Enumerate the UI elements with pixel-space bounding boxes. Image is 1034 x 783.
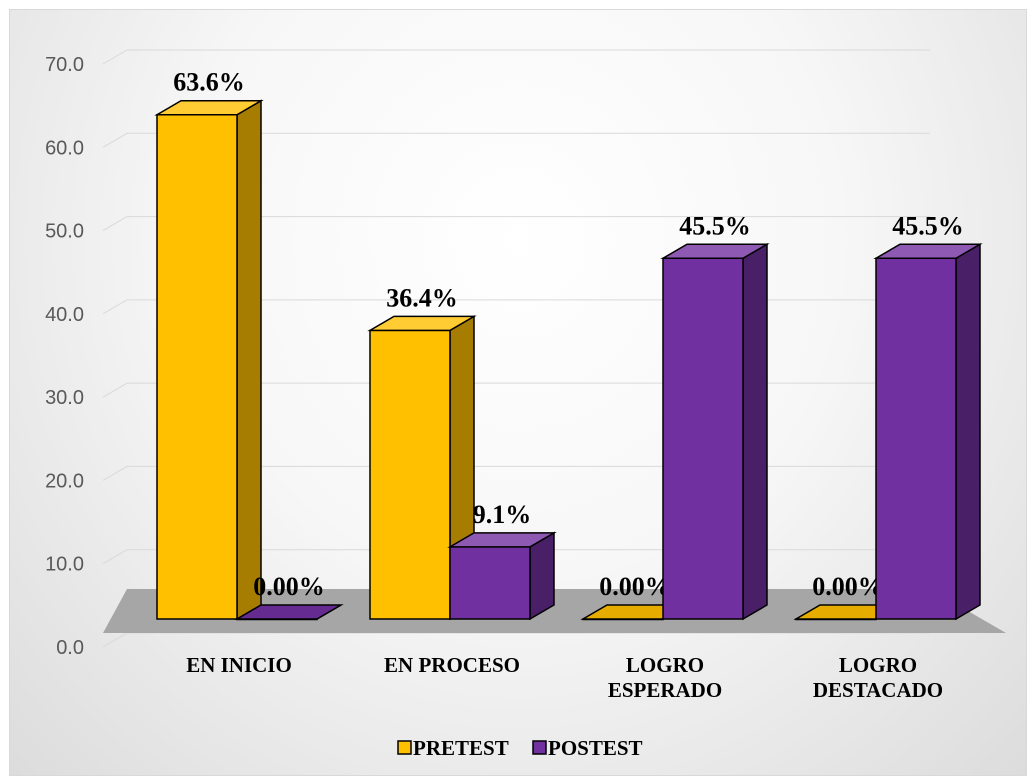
data-label: 45.5% bbox=[679, 211, 751, 240]
bar-pretest bbox=[369, 329, 451, 620]
gridline-side bbox=[102, 299, 128, 315]
y-tick-label: 40.0 bbox=[45, 304, 84, 326]
data-label: 0.00% bbox=[253, 572, 325, 601]
bar-side-postest bbox=[742, 242, 768, 621]
gridline-side bbox=[102, 549, 128, 565]
x-tick-label: EN INICIO bbox=[186, 653, 292, 677]
legend-swatch-postest bbox=[532, 740, 547, 755]
legend-label: POSTEST bbox=[548, 736, 643, 760]
bar-top-postest bbox=[447, 532, 557, 548]
y-tick-label: 30.0 bbox=[45, 387, 84, 409]
data-label: 0.00% bbox=[812, 572, 884, 601]
legend-swatch-pretest bbox=[397, 740, 412, 755]
x-tick-label: EN PROCESO bbox=[384, 653, 520, 677]
bar-top-postest bbox=[234, 604, 344, 620]
y-tick-label: 50.0 bbox=[45, 221, 84, 243]
gridline-side bbox=[102, 132, 128, 148]
chart-floor bbox=[103, 589, 1006, 633]
bar-side-postest bbox=[955, 242, 981, 621]
gridline-side bbox=[102, 465, 128, 481]
gridline-side bbox=[102, 49, 128, 65]
bar-postest bbox=[662, 257, 744, 620]
bar-top-pretest bbox=[154, 99, 264, 116]
bar-pretest bbox=[156, 113, 238, 620]
data-label: 45.5% bbox=[892, 211, 964, 240]
bar-top-postest bbox=[873, 243, 983, 259]
y-tick-label: 20.0 bbox=[45, 470, 84, 492]
data-label: 36.4% bbox=[386, 283, 458, 312]
x-tick-label: LOGRO bbox=[626, 653, 704, 677]
gridline-side bbox=[102, 382, 128, 398]
data-label: 0.00% bbox=[599, 572, 671, 601]
bar-postest bbox=[449, 546, 531, 620]
bar-top-pretest bbox=[367, 315, 477, 332]
y-tick-label: 60.0 bbox=[45, 137, 84, 159]
bar-side-pretest bbox=[236, 99, 262, 621]
y-tick-label: 0.0 bbox=[56, 637, 84, 659]
gridline-side bbox=[102, 216, 128, 232]
gridline-side bbox=[102, 632, 128, 648]
bar-top-postest bbox=[660, 243, 770, 259]
x-tick-label: ESPERADO bbox=[608, 678, 722, 702]
y-tick-label: 10.0 bbox=[45, 554, 84, 576]
x-tick-label: LOGRO bbox=[839, 653, 917, 677]
legend-label: PRETEST bbox=[413, 736, 509, 760]
data-label: 9.1% bbox=[473, 500, 532, 529]
data-label: 63.6% bbox=[173, 68, 245, 97]
y-tick-label: 70.0 bbox=[45, 54, 84, 76]
x-tick-label: DESTACADO bbox=[813, 678, 943, 702]
bar-side-postest bbox=[529, 531, 555, 621]
bar-postest bbox=[875, 257, 957, 620]
